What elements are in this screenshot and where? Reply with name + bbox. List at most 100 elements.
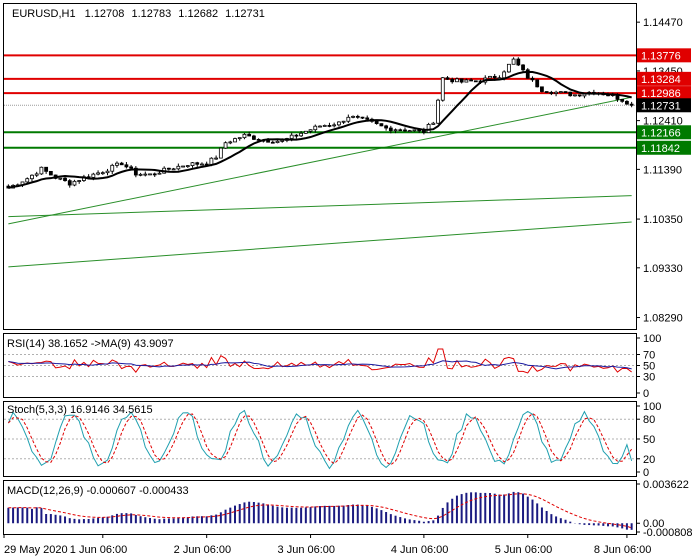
candle-body — [129, 166, 134, 169]
candle-body — [34, 173, 39, 176]
candle-body — [58, 177, 63, 180]
candle-body — [124, 164, 129, 168]
candle-body — [233, 138, 237, 143]
resistance-tag-bg — [637, 71, 691, 86]
high-value: 1.12783 — [131, 8, 171, 20]
price-tick-label: 1.11390 — [643, 164, 682, 176]
candle-body — [143, 173, 148, 176]
candle-body — [336, 121, 341, 126]
candle-body — [115, 162, 119, 166]
candle-body — [48, 170, 53, 176]
candle-body — [521, 64, 525, 71]
candle-body — [25, 178, 30, 183]
candle-body — [525, 69, 530, 79]
candle-body — [620, 98, 625, 102]
current-price-tag-bg — [637, 98, 691, 113]
rsi-label: RSI(14) 38.1652 ->MA(9) 43.9097 — [7, 338, 174, 350]
candle-body — [223, 142, 228, 149]
price-tick-label: 1.08290 — [643, 313, 683, 325]
candle-body — [77, 180, 82, 182]
time-tick-label: 2 Jun 06:00 — [174, 544, 232, 556]
candle-body — [214, 157, 219, 160]
candle-body — [318, 125, 322, 128]
candle-body — [492, 75, 497, 79]
main-price-layer — [4, 54, 636, 268]
candle-body — [549, 91, 554, 94]
candle-body — [237, 137, 242, 140]
candle-body — [171, 168, 176, 171]
candle-body — [563, 91, 568, 93]
candle-body — [313, 125, 318, 131]
candle-body — [355, 115, 360, 118]
candle-body — [148, 173, 152, 176]
candle-body — [625, 100, 629, 105]
candle-body — [469, 79, 473, 82]
candle-body — [176, 165, 181, 170]
candle-body — [473, 80, 478, 83]
moving-average-line — [8, 70, 632, 190]
price-tick-label: 1.09330 — [643, 263, 683, 275]
sub-tick-label: 100 — [643, 333, 661, 345]
candle-body — [228, 141, 233, 144]
candle-body — [379, 123, 384, 127]
candle-body — [540, 86, 544, 92]
candle-body — [506, 63, 511, 73]
candle-body — [218, 147, 223, 159]
candle-body — [365, 117, 370, 120]
candle-body — [138, 173, 143, 176]
candle-body — [242, 133, 247, 139]
time-tick-label: 4 Jun 06:00 — [391, 544, 449, 556]
resistance-tag: 1.13284 — [641, 74, 681, 86]
price-tick-label: 1.10350 — [643, 214, 683, 226]
candle-body — [502, 71, 507, 79]
candle-body — [436, 99, 440, 124]
rsi-ma-line — [8, 360, 632, 370]
candle-body — [488, 75, 492, 79]
candle-body — [110, 164, 115, 172]
candle-body — [511, 58, 516, 65]
candle-body — [412, 129, 417, 132]
candle-body — [346, 116, 351, 122]
price-tick-label: 1.14470 — [643, 17, 683, 29]
candle-body — [393, 129, 398, 132]
main-panel-frame — [3, 3, 637, 330]
candle-body — [322, 125, 327, 127]
sub-tick-label: 50 — [643, 361, 655, 373]
candle-body — [530, 77, 535, 81]
candle-body — [516, 58, 521, 66]
stoch-signal-line — [7, 412, 633, 466]
sub-tick-label: 20 — [643, 454, 655, 466]
sub-tick-label: 100 — [643, 401, 661, 413]
candle-body — [105, 170, 110, 174]
candle-body — [464, 79, 469, 83]
candle-body — [341, 120, 346, 123]
candle-body — [558, 91, 563, 93]
resistance-tag-bg — [637, 48, 691, 63]
sub-tick-label: 0 — [643, 467, 649, 479]
sub-tick-label: 50 — [643, 434, 655, 446]
candle-body — [455, 78, 459, 83]
resistance-tag: 1.13776 — [641, 50, 681, 62]
stoch-label: Stoch(5,3,3) 16.9146 34.5615 — [7, 404, 153, 416]
support-tag-bg — [637, 140, 691, 155]
candle-body — [374, 120, 379, 125]
candle-body — [256, 138, 261, 141]
candle-body — [251, 135, 256, 140]
open-value: 1.12708 — [85, 8, 125, 20]
sub-tick-label: 80 — [643, 414, 655, 426]
resistance-tag-bg — [637, 86, 691, 101]
candle-body — [327, 125, 332, 127]
candle-body — [407, 130, 412, 133]
candle-body — [200, 163, 204, 166]
close-value: 1.12731 — [225, 8, 265, 20]
current-price-tag: 1.12731 — [641, 100, 681, 112]
sub-tick-label: 0.00 — [643, 518, 664, 530]
candle-body — [426, 123, 431, 134]
sub-tick-label: 30 — [643, 372, 655, 384]
candle-body — [96, 172, 100, 175]
candle-body — [629, 103, 634, 106]
candle-body — [190, 162, 195, 167]
candle-body — [450, 78, 455, 83]
rsi-layer — [4, 348, 636, 377]
